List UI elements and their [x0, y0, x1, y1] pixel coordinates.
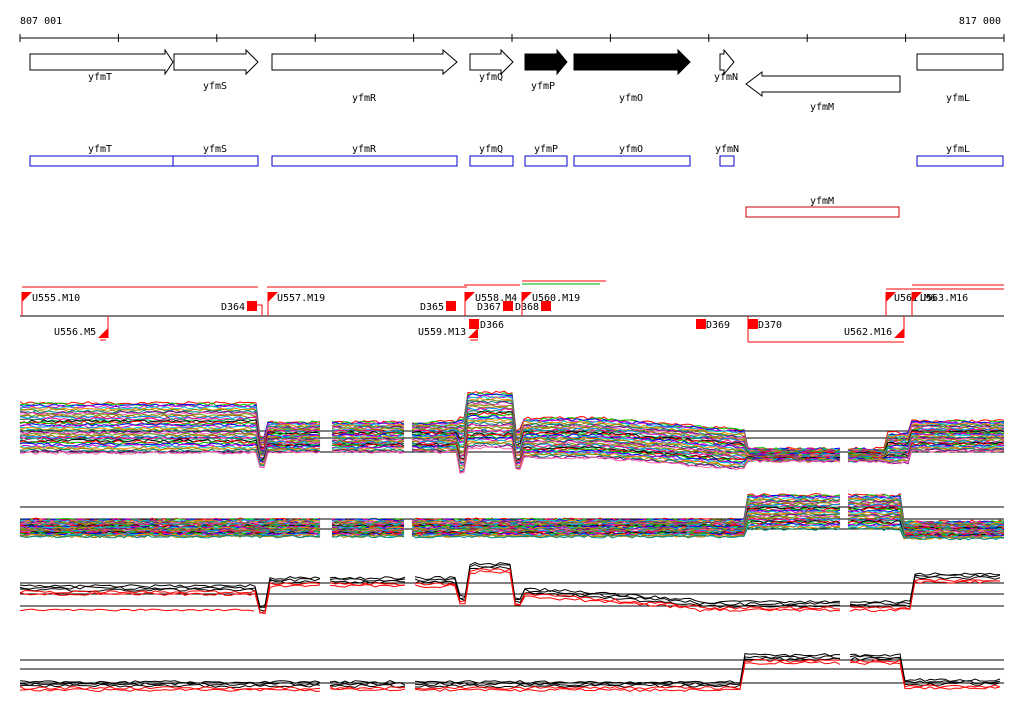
annotation-label-yfmQ: yfmQ	[479, 144, 503, 155]
expression-panel-2	[19, 492, 1005, 541]
annotation-track: yfmT yfmS yfmR yfmQ yfmP yfmO yfmN yfmL …	[29, 144, 1004, 218]
gene-label-yfmL: yfmL	[946, 93, 970, 104]
segment-label-D366[interactable]: D366	[480, 320, 504, 331]
gene-label-yfmO: yfmO	[619, 93, 643, 104]
segment-track: U555.M10 U556.M5 D364 U557.M19 D365 U559…	[20, 280, 1004, 343]
annotation-box-yfmM[interactable]	[745, 206, 900, 218]
gene-arrow-yfmR[interactable]	[271, 48, 458, 76]
segment-label-U556.M5[interactable]: U556.M5	[54, 327, 96, 338]
annotation-box-yfmN[interactable]	[719, 155, 735, 167]
segment-label-U560.M19[interactable]: U560.M19	[532, 293, 580, 304]
segment-label-D370[interactable]: D370	[758, 320, 782, 331]
gene-label-yfmS: yfmS	[203, 81, 227, 92]
segment-label-U563.M16[interactable]: U563.M16	[920, 293, 968, 304]
annotation-box-yfmP[interactable]	[524, 155, 568, 167]
annotation-box-yfmR[interactable]	[271, 155, 458, 167]
annotation-box-yfmL[interactable]	[916, 155, 1004, 167]
gene-arrow-yfmQ[interactable]	[469, 48, 514, 76]
annotation-label-yfmO: yfmO	[619, 144, 643, 155]
expression-panel-3	[19, 562, 1004, 615]
gene-arrow-yfmN[interactable]	[719, 48, 735, 76]
ruler-end-label: 817 000	[959, 16, 1001, 27]
gene-label-yfmP: yfmP	[531, 81, 555, 92]
annotation-label-yfmR: yfmR	[352, 144, 377, 155]
annotation-label-yfmN: yfmN	[715, 144, 739, 155]
ruler-start-label: 807 001	[20, 16, 62, 27]
segment-label-D364[interactable]: D364	[221, 302, 245, 313]
segment-label-D369[interactable]: D369	[706, 320, 730, 331]
annotation-label-yfmP: yfmP	[534, 144, 558, 155]
gene-label-yfmT: yfmT	[88, 72, 112, 83]
expression-panel-1	[19, 390, 1005, 474]
gene-label-yfmQ: yfmQ	[479, 72, 503, 83]
gene-label-yfmR: yfmR	[352, 93, 377, 104]
annotation-box-yfmS[interactable]	[172, 155, 259, 167]
gene-track: yfmT yfmS yfmR yfmQ yfmP yfmO yfmN yfmM …	[29, 48, 1004, 113]
gene-arrow-yfmO[interactable]	[573, 48, 691, 76]
segment-label-D365[interactable]: D365	[420, 302, 444, 313]
segment-label-D367[interactable]: D367	[477, 302, 501, 313]
segment-label-U562.M16[interactable]: U562.M16	[844, 327, 892, 338]
segment-label-U555.M10[interactable]: U555.M10	[32, 293, 80, 304]
gene-arrow-yfmM[interactable]	[745, 71, 901, 97]
segment-label-U557.M19[interactable]: U557.M19	[277, 293, 325, 304]
segment-label-D368[interactable]: D368	[515, 302, 539, 313]
annotation-label-yfmM: yfmM	[810, 196, 834, 207]
gene-arrow-yfmL[interactable]	[916, 53, 1004, 71]
gene-arrow-yfmS[interactable]	[173, 48, 259, 76]
segment-label-U559.M13[interactable]: U559.M13	[418, 327, 466, 338]
gene-label-yfmN: yfmN	[714, 72, 738, 83]
annotation-label-yfmS: yfmS	[203, 144, 227, 155]
gene-arrow-yfmP[interactable]	[524, 48, 568, 76]
segment-label-U558.M4[interactable]: U558.M4	[475, 293, 517, 304]
gene-label-yfmM: yfmM	[810, 102, 834, 113]
annotation-box-yfmT[interactable]	[29, 155, 174, 167]
ruler: 807 001 817 000	[19, 16, 1005, 42]
annotation-box-yfmO[interactable]	[573, 155, 691, 167]
gene-arrow-yfmT[interactable]	[29, 48, 174, 76]
annotation-label-yfmT: yfmT	[88, 144, 112, 155]
expression-panel-4	[19, 653, 1004, 693]
annotation-box-yfmQ[interactable]	[469, 155, 514, 167]
annotation-label-yfmL: yfmL	[946, 144, 970, 155]
